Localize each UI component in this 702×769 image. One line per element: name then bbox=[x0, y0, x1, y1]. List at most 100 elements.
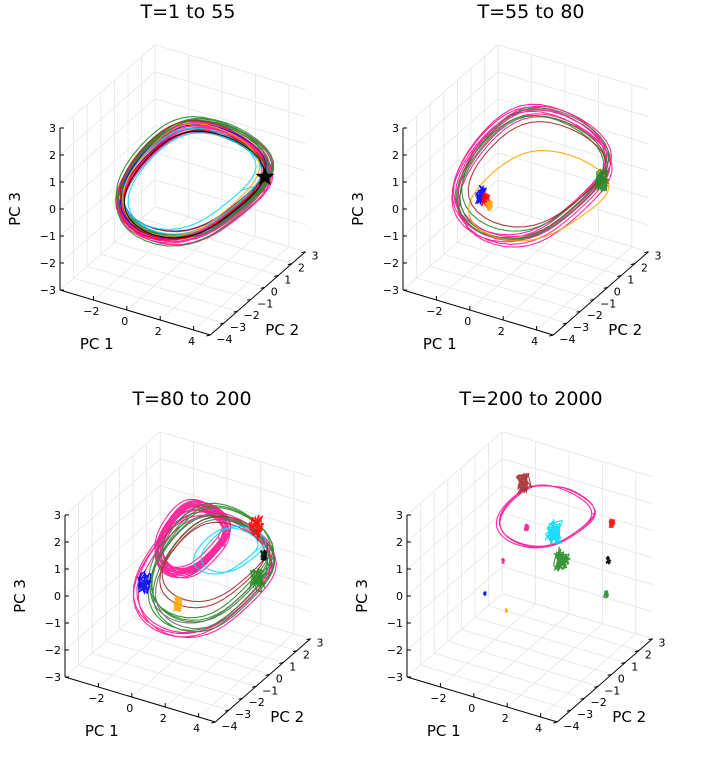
grid-floor-y bbox=[461, 629, 612, 675]
grid-side-z bbox=[59, 98, 156, 183]
x-tick-label: 4 bbox=[535, 722, 542, 735]
y-tick-label: −1 bbox=[600, 297, 616, 310]
x-tick-label: 2 bbox=[502, 712, 509, 725]
z-tick-label: 2 bbox=[396, 536, 403, 549]
trajectory-series-10 bbox=[260, 549, 268, 561]
grid-back-z bbox=[498, 44, 649, 91]
grid-side-z bbox=[64, 431, 161, 516]
trajectory-series-8 bbox=[123, 130, 266, 239]
grid-floor-y bbox=[87, 265, 238, 312]
trajectory-series-5 bbox=[608, 518, 616, 528]
y-tick bbox=[292, 650, 298, 653]
grid-back-z bbox=[498, 125, 649, 172]
grid-back-z bbox=[155, 152, 306, 199]
y-axis bbox=[556, 638, 653, 723]
trajectory-series-8 bbox=[172, 595, 183, 612]
z-tick-label: 0 bbox=[396, 590, 403, 603]
z-tick-label: 0 bbox=[54, 590, 61, 603]
trajectory-series-1 bbox=[154, 498, 232, 579]
y-tick bbox=[617, 275, 622, 277]
z-tick-label: 3 bbox=[49, 122, 56, 135]
y-tick-label: −1 bbox=[257, 297, 273, 310]
y-tick bbox=[287, 263, 293, 266]
trajectory-series-11 bbox=[249, 567, 267, 593]
panel-title: T=200 to 2000 bbox=[458, 388, 602, 410]
y-tick bbox=[238, 697, 243, 700]
y-tick-label: 0 bbox=[271, 285, 278, 298]
grid-floor-y bbox=[105, 640, 257, 687]
grid-floor-x bbox=[198, 633, 295, 718]
y-tick bbox=[251, 685, 257, 688]
grid-back-z bbox=[155, 179, 306, 226]
trajectory-series-8 bbox=[595, 168, 610, 193]
grid-side-z bbox=[64, 458, 161, 543]
trajectory-series-3 bbox=[147, 502, 275, 633]
y-tick bbox=[593, 685, 599, 688]
y-tick-label: −2 bbox=[249, 696, 265, 709]
grid-back-z bbox=[160, 593, 311, 640]
z-tick-label: 3 bbox=[392, 122, 399, 135]
z-axis-label: PC 3 bbox=[349, 192, 367, 226]
trajectory-series-9 bbox=[523, 523, 530, 532]
z-tick-label: 1 bbox=[396, 563, 403, 576]
grid-back-z bbox=[160, 566, 311, 613]
y-tick bbox=[224, 709, 230, 712]
grid-side-z bbox=[406, 566, 503, 651]
grid-side-z bbox=[59, 44, 156, 129]
z-tick-label: 1 bbox=[392, 176, 399, 189]
trajectory-series-7 bbox=[485, 199, 494, 212]
grid-floor-y bbox=[420, 664, 572, 711]
y-tick bbox=[265, 673, 270, 676]
grid-back-z bbox=[155, 71, 306, 118]
grid-side-z bbox=[402, 206, 499, 291]
z-tick-label: 2 bbox=[49, 149, 56, 162]
z-tick-label: 1 bbox=[54, 563, 61, 576]
x-tick-label: 2 bbox=[498, 325, 505, 338]
x-tick-label: −2 bbox=[83, 305, 99, 318]
x-axis bbox=[402, 289, 554, 336]
trajectory-series-6 bbox=[480, 192, 491, 209]
grid-side-z bbox=[59, 71, 156, 156]
y-axis-label: PC 2 bbox=[612, 708, 646, 726]
z-tick-label: −3 bbox=[40, 284, 56, 297]
y-tick bbox=[580, 697, 585, 700]
x-tick-label: 0 bbox=[121, 315, 128, 328]
grid-side-z bbox=[59, 206, 156, 291]
y-tick bbox=[634, 650, 640, 653]
grid-floor-y bbox=[488, 605, 640, 651]
grid-side-z bbox=[64, 593, 161, 678]
z-axis-label: PC 3 bbox=[6, 192, 24, 226]
z-tick-label: −1 bbox=[383, 230, 399, 243]
y-axis-label: PC 2 bbox=[270, 708, 304, 726]
grid-floor-y bbox=[146, 605, 298, 651]
grid-floor-x bbox=[540, 633, 637, 718]
y-axis bbox=[209, 251, 306, 336]
grid-side-z bbox=[402, 152, 499, 237]
y-tick-label: 1 bbox=[627, 274, 634, 287]
grid-floor-x bbox=[436, 216, 532, 301]
x-tick-label: 2 bbox=[160, 712, 167, 725]
grid-floor-y bbox=[73, 277, 225, 324]
grid-side-z bbox=[64, 539, 161, 624]
y-tick bbox=[306, 638, 311, 641]
x-tick-label: −2 bbox=[430, 692, 446, 705]
z-tick-label: 1 bbox=[49, 176, 56, 189]
grid-floor-y bbox=[141, 218, 293, 264]
grid-floor-x bbox=[159, 236, 256, 321]
grid-floor-x bbox=[536, 246, 633, 331]
y-tick bbox=[566, 709, 572, 712]
z-tick-label: −3 bbox=[383, 284, 399, 297]
z-tick-label: −3 bbox=[387, 671, 403, 684]
grid-back-z bbox=[160, 431, 311, 478]
y-tick-label: 3 bbox=[312, 250, 319, 263]
trajectory-series-9 bbox=[248, 514, 265, 542]
trajectory-series-2 bbox=[515, 472, 532, 495]
grid-side-z bbox=[406, 485, 503, 570]
grid-side-z bbox=[406, 512, 503, 597]
grid-floor-y bbox=[443, 253, 595, 300]
y-tick-label: −3 bbox=[577, 708, 593, 721]
grid-side-z bbox=[406, 458, 503, 543]
z-tick-label: 2 bbox=[54, 536, 61, 549]
